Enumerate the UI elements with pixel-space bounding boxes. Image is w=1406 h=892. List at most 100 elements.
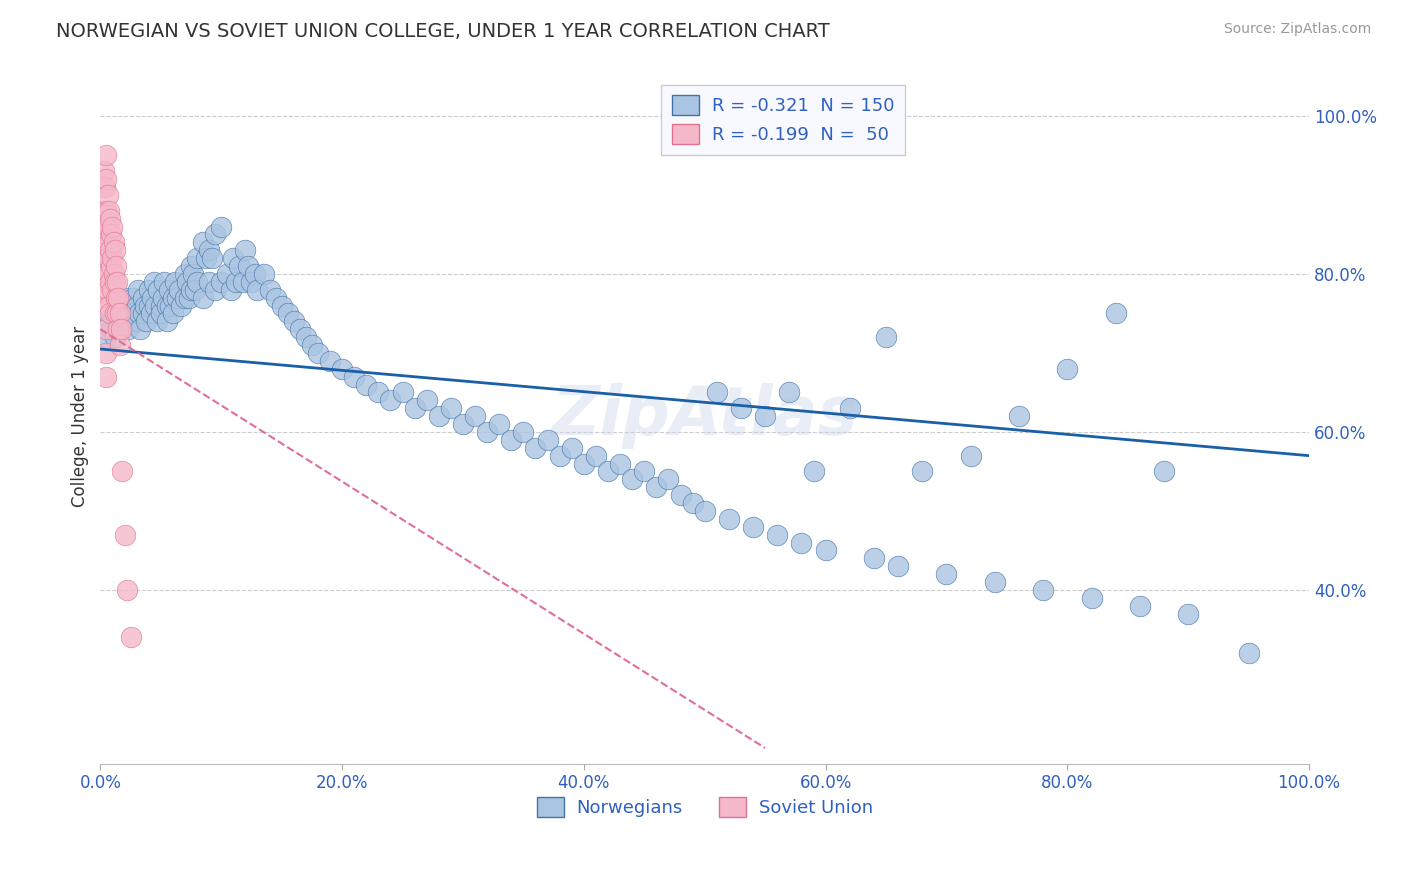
Point	[194, 251, 217, 265]
Point	[183, 283, 205, 297]
Point	[149, 299, 172, 313]
Point	[911, 465, 934, 479]
Point	[162, 306, 184, 320]
Point	[110, 322, 132, 336]
Point	[264, 291, 287, 305]
Point	[984, 575, 1007, 590]
Point	[100, 259, 122, 273]
Point	[742, 520, 765, 534]
Point	[209, 275, 232, 289]
Point	[94, 180, 117, 194]
Point	[103, 267, 125, 281]
Point	[1080, 591, 1102, 605]
Point	[585, 449, 607, 463]
Point	[96, 346, 118, 360]
Point	[330, 361, 353, 376]
Point	[96, 322, 118, 336]
Point	[105, 291, 128, 305]
Point	[122, 306, 145, 320]
Point	[162, 291, 184, 305]
Point	[101, 251, 124, 265]
Point	[101, 306, 124, 320]
Point	[177, 291, 200, 305]
Point	[97, 235, 120, 250]
Point	[204, 283, 226, 297]
Text: NORWEGIAN VS SOVIET UNION COLLEGE, UNDER 1 YEAR CORRELATION CHART: NORWEGIAN VS SOVIET UNION COLLEGE, UNDER…	[56, 22, 830, 41]
Point	[96, 172, 118, 186]
Point	[180, 259, 202, 273]
Point	[131, 306, 153, 320]
Point	[98, 314, 121, 328]
Point	[464, 409, 486, 424]
Point	[959, 449, 981, 463]
Point	[120, 631, 142, 645]
Point	[96, 227, 118, 242]
Point	[717, 512, 740, 526]
Point	[135, 314, 157, 328]
Point	[120, 299, 142, 313]
Point	[127, 283, 149, 297]
Point	[838, 401, 860, 416]
Point	[98, 211, 121, 226]
Point	[174, 291, 197, 305]
Point	[645, 480, 668, 494]
Point	[609, 457, 631, 471]
Point	[180, 283, 202, 297]
Point	[191, 235, 214, 250]
Point	[295, 330, 318, 344]
Point	[225, 275, 247, 289]
Point	[198, 275, 221, 289]
Point	[111, 465, 134, 479]
Point	[153, 275, 176, 289]
Point	[186, 275, 208, 289]
Point	[96, 275, 118, 289]
Point	[243, 267, 266, 281]
Point	[343, 369, 366, 384]
Point	[863, 551, 886, 566]
Point	[246, 283, 269, 297]
Point	[96, 369, 118, 384]
Point	[93, 164, 115, 178]
Point	[110, 314, 132, 328]
Point	[122, 291, 145, 305]
Point	[367, 385, 389, 400]
Point	[217, 267, 239, 281]
Point	[94, 227, 117, 242]
Point	[114, 299, 136, 313]
Point	[159, 299, 181, 313]
Point	[107, 299, 129, 313]
Point	[98, 275, 121, 289]
Point	[97, 219, 120, 234]
Text: ZipAtlas: ZipAtlas	[551, 384, 858, 450]
Point	[166, 291, 188, 305]
Point	[200, 251, 222, 265]
Point	[1153, 465, 1175, 479]
Point	[1032, 582, 1054, 597]
Legend: Norwegians, Soviet Union: Norwegians, Soviet Union	[530, 790, 880, 824]
Point	[125, 299, 148, 313]
Point	[706, 385, 728, 400]
Point	[156, 314, 179, 328]
Point	[183, 267, 205, 281]
Point	[730, 401, 752, 416]
Point	[96, 330, 118, 344]
Y-axis label: College, Under 1 year: College, Under 1 year	[72, 326, 89, 507]
Point	[101, 283, 124, 297]
Point	[209, 219, 232, 234]
Point	[100, 227, 122, 242]
Point	[790, 535, 813, 549]
Point	[105, 275, 128, 289]
Point	[142, 275, 165, 289]
Point	[1056, 361, 1078, 376]
Point	[146, 314, 169, 328]
Point	[148, 283, 170, 297]
Point	[415, 393, 437, 408]
Point	[356, 377, 378, 392]
Point	[103, 235, 125, 250]
Point	[1105, 306, 1128, 320]
Point	[170, 299, 193, 313]
Point	[131, 291, 153, 305]
Point	[115, 582, 138, 597]
Point	[94, 251, 117, 265]
Point	[97, 267, 120, 281]
